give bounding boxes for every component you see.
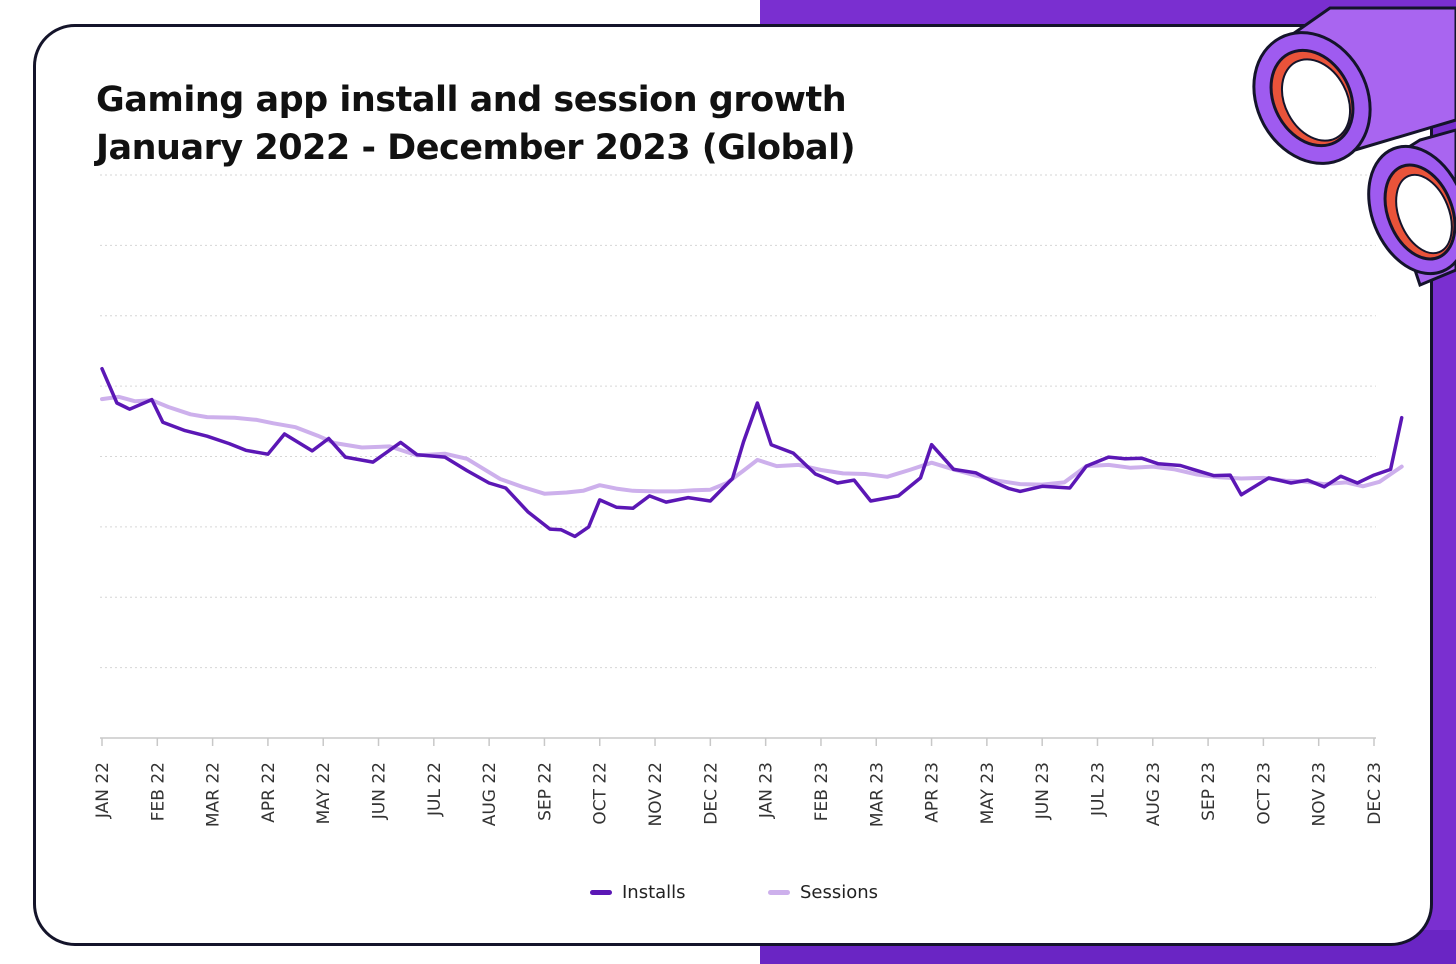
x-tick-label: JUL 23 (1088, 762, 1108, 817)
x-tick-label: SEP 23 (1199, 762, 1219, 821)
x-tick-label: OCT 23 (1254, 762, 1274, 825)
chart-title-line1: Gaming app install and session growth (96, 80, 847, 120)
x-tick-label: FEB 23 (812, 762, 832, 821)
x-tick-label: DEC 22 (701, 762, 721, 825)
legend-swatch-installs (590, 890, 612, 895)
x-tick-label: MAR 22 (204, 762, 224, 827)
x-tick-label: MAY 23 (978, 762, 998, 824)
x-tick-label: SEP 22 (535, 762, 555, 821)
chart-card (33, 24, 1433, 946)
x-tick-label: JAN 22 (93, 762, 113, 819)
legend-item-sessions: Sessions (768, 882, 878, 903)
x-tick-label: MAY 22 (314, 762, 334, 824)
x-tick-label: JUL 22 (425, 762, 445, 817)
legend-swatch-sessions (768, 890, 790, 895)
x-tick-label: DEC 23 (1365, 762, 1385, 825)
series-lines (100, 366, 1404, 539)
legend-label-sessions: Sessions (800, 882, 879, 903)
chart-title-line2: January 2022 - December 2023 (Global) (96, 128, 856, 168)
x-tick-label: OCT 22 (591, 762, 611, 825)
x-tick-label: JUN 23 (1033, 762, 1053, 820)
x-tick-label: NOV 23 (1310, 762, 1330, 826)
legend-item-installs: Installs (590, 882, 686, 903)
legend-label-installs: Installs (622, 882, 686, 903)
x-tick-label: APR 23 (923, 762, 943, 823)
gridlines (100, 174, 1376, 669)
x-tick-label: MAR 23 (867, 762, 887, 827)
chart-legend: Installs Sessions (0, 882, 1456, 910)
x-tick-label: JUN 22 (370, 762, 390, 820)
x-axis-labels: JAN 22 FEB 22 MAR 22 APR 22 MAY 22 JUN 22 JUL … (93, 762, 1385, 827)
x-tick-label: FEB 22 (148, 762, 168, 821)
chart-title: Gaming app install and session growth Ja… (96, 76, 856, 172)
x-tick-label: NOV 22 (646, 762, 666, 826)
x-tick-label: JAN 23 (757, 762, 777, 819)
x-axis-ticks (101, 738, 1375, 746)
series-line-installs (100, 366, 1404, 539)
x-tick-label: AUG 23 (1144, 762, 1164, 826)
x-tick-label: AUG 22 (480, 762, 500, 826)
series-line-sessions (100, 394, 1404, 496)
x-tick-label: APR 22 (259, 762, 279, 823)
